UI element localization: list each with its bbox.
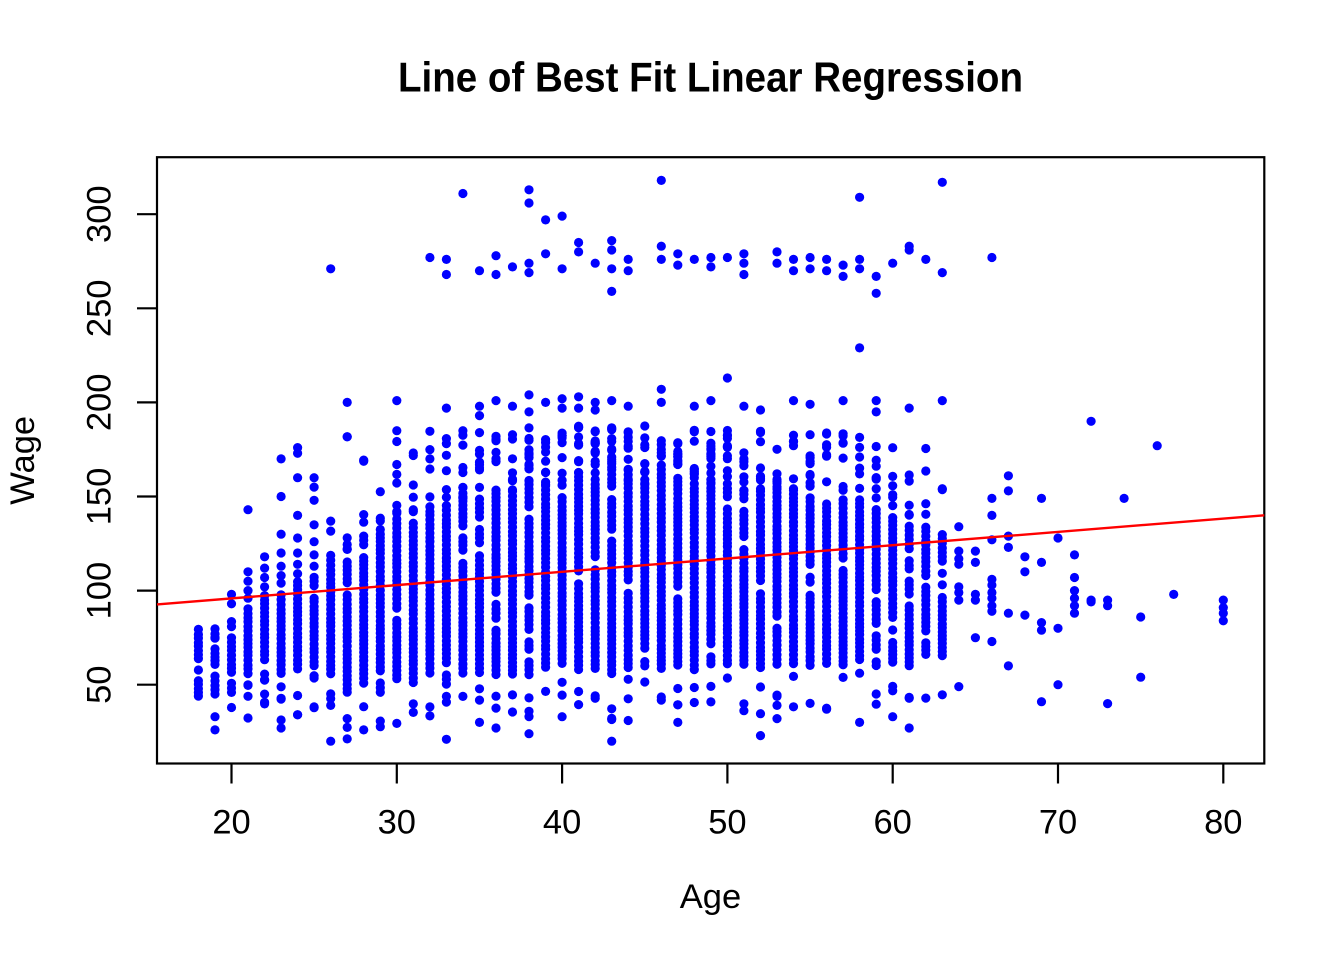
svg-text:70: 70 — [1039, 804, 1077, 842]
svg-text:40: 40 — [543, 804, 581, 842]
svg-text:100: 100 — [81, 562, 119, 620]
svg-text:20: 20 — [212, 804, 250, 842]
svg-text:50: 50 — [708, 804, 746, 842]
svg-text:250: 250 — [81, 280, 119, 338]
svg-text:150: 150 — [81, 468, 119, 526]
svg-text:80: 80 — [1204, 804, 1242, 842]
svg-text:30: 30 — [378, 804, 416, 842]
svg-text:Age: Age — [680, 878, 741, 916]
svg-text:50: 50 — [81, 666, 119, 704]
svg-text:60: 60 — [874, 804, 912, 842]
svg-text:300: 300 — [81, 185, 119, 243]
svg-text:Wage: Wage — [4, 416, 42, 505]
svg-text:Line of Best Fit Linear Regres: Line of Best Fit Linear Regression — [398, 54, 1023, 101]
svg-text:200: 200 — [81, 374, 119, 432]
